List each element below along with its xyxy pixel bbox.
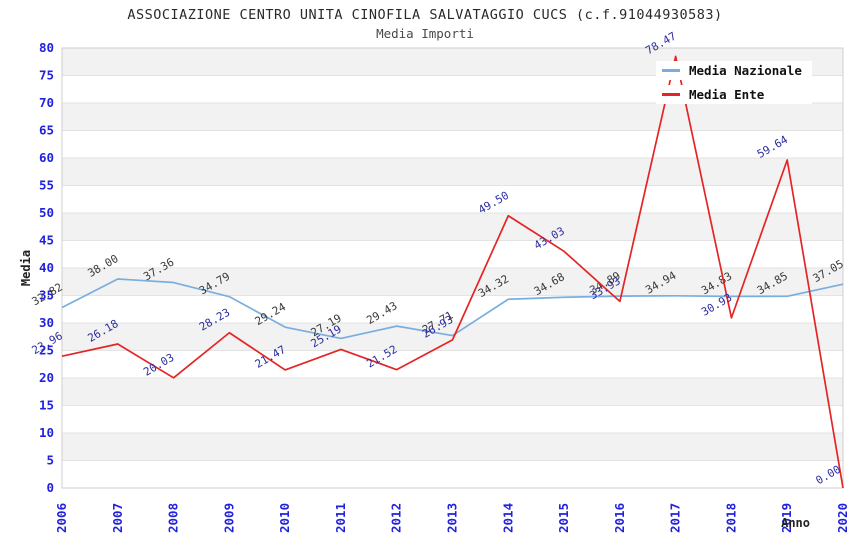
legend-item-media-ente[interactable]: Media Ente bbox=[656, 85, 812, 104]
plot-band bbox=[62, 268, 843, 296]
series-line-media-nazionale bbox=[61, 278, 844, 340]
y-tick-label: 30 bbox=[39, 315, 54, 330]
y-tick-label: 60 bbox=[39, 150, 54, 165]
legend: Media Nazionale Media Ente bbox=[656, 61, 812, 109]
legend-label: Media Nazionale bbox=[689, 63, 802, 78]
plot-band bbox=[62, 213, 843, 241]
y-tick-label: 25 bbox=[39, 343, 54, 358]
plot-border bbox=[61, 47, 844, 489]
y-tick-label: 35 bbox=[39, 288, 54, 303]
series-line-media-ente bbox=[61, 55, 844, 489]
x-tick-label: 2011 bbox=[333, 503, 348, 533]
y-tick-label: 0 bbox=[46, 480, 54, 495]
y-tick-label: 20 bbox=[39, 370, 54, 385]
plot-band bbox=[62, 350, 843, 378]
chart-title: ASSOCIAZIONE CENTRO UNITA CINOFILA SALVA… bbox=[127, 7, 723, 23]
y-tick-label: 15 bbox=[39, 398, 54, 413]
x-tick-label: 2016 bbox=[612, 503, 627, 533]
plot-band bbox=[62, 405, 843, 433]
chart-subtitle: Media Importi bbox=[376, 26, 474, 41]
x-tick-label: 2006 bbox=[54, 503, 69, 533]
y-tick-label: 65 bbox=[39, 123, 54, 138]
x-tick-label: 2018 bbox=[723, 503, 738, 533]
x-tick-label: 2010 bbox=[277, 503, 292, 533]
y-tick-label: 50 bbox=[39, 205, 54, 220]
x-tick-label: 2015 bbox=[556, 503, 571, 533]
y-tick-label: 75 bbox=[39, 68, 54, 83]
plot-band bbox=[62, 130, 843, 158]
legend-swatch bbox=[662, 69, 680, 72]
plot-band bbox=[62, 185, 843, 213]
legend-label: Media Ente bbox=[689, 87, 765, 102]
y-tick-label: 70 bbox=[39, 95, 54, 110]
point-label: 32.82 bbox=[30, 281, 65, 309]
x-tick-label: 2019 bbox=[779, 503, 794, 533]
plot-band bbox=[62, 295, 843, 323]
x-tick-label: 2007 bbox=[110, 503, 125, 533]
x-tick-label: 2020 bbox=[835, 503, 850, 533]
y-axis-title: Media bbox=[19, 250, 33, 286]
legend-swatch bbox=[662, 93, 680, 96]
x-axis-title: Anno bbox=[781, 516, 810, 530]
y-tick-label: 55 bbox=[39, 178, 54, 193]
y-tick-label: 45 bbox=[39, 233, 54, 248]
x-tick-label: 2013 bbox=[445, 503, 460, 533]
x-tick-label: 2017 bbox=[668, 503, 683, 533]
y-tick-label: 5 bbox=[46, 453, 54, 468]
plot-band bbox=[62, 158, 843, 186]
legend-item-media-nazionale[interactable]: Media Nazionale bbox=[656, 61, 812, 80]
x-tick-label: 2008 bbox=[166, 503, 181, 533]
y-tick-label: 80 bbox=[39, 40, 54, 55]
y-tick-label: 10 bbox=[39, 425, 54, 440]
plot-band bbox=[62, 323, 843, 351]
plot-band bbox=[62, 103, 843, 131]
y-tick-label: 40 bbox=[39, 260, 54, 275]
x-tick-label: 2012 bbox=[389, 503, 404, 533]
x-tick-label: 2014 bbox=[500, 503, 515, 533]
plot-band bbox=[62, 240, 843, 268]
plot-band bbox=[62, 460, 843, 488]
x-tick-label: 2009 bbox=[221, 503, 236, 533]
plot-band bbox=[62, 433, 843, 461]
plot-band bbox=[62, 378, 843, 406]
